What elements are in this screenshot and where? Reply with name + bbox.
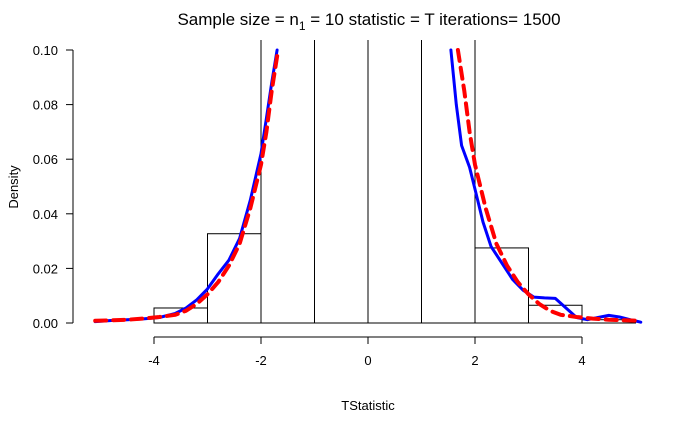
- y-tick-label: 0.06: [33, 152, 58, 167]
- histogram-bars: [153, 40, 636, 324]
- y-axis: 0.00 0.02 0.04 0.06 0.08 0.10: [33, 43, 74, 331]
- x-axis: -4 -2 0 2 4: [148, 336, 586, 368]
- reference-density-line: [93, 48, 281, 323]
- chart-title-prefix: Sample size = n: [177, 10, 298, 29]
- y-tick-label: 0.00: [33, 316, 58, 331]
- histogram-bar: [260, 40, 315, 324]
- chart-title-subscript: 1: [299, 19, 306, 33]
- histogram-bar: [367, 40, 422, 324]
- histogram-bar: [421, 40, 476, 324]
- y-tick-label: 0.04: [33, 207, 58, 222]
- y-tick-label: 0.02: [33, 261, 58, 276]
- density-curves: [93, 48, 643, 324]
- chart-title: Sample size = n1 = 10 statistic = T iter…: [177, 10, 560, 33]
- reference-density-line: [455, 48, 643, 323]
- x-tick-label: 4: [578, 353, 585, 368]
- y-axis-label: Density: [6, 165, 21, 209]
- x-tick-label: -4: [148, 353, 160, 368]
- x-axis-label: TStatistic: [341, 398, 395, 413]
- y-tick-label: 0.10: [33, 43, 58, 58]
- chart-title-suffix: = 10 statistic = T iterations= 1500: [306, 10, 561, 29]
- histogram-bar: [314, 40, 369, 324]
- x-tick-label: -2: [255, 353, 267, 368]
- y-tick-label: 0.08: [33, 98, 58, 113]
- x-tick-label: 0: [364, 353, 371, 368]
- x-tick-label: 2: [471, 353, 478, 368]
